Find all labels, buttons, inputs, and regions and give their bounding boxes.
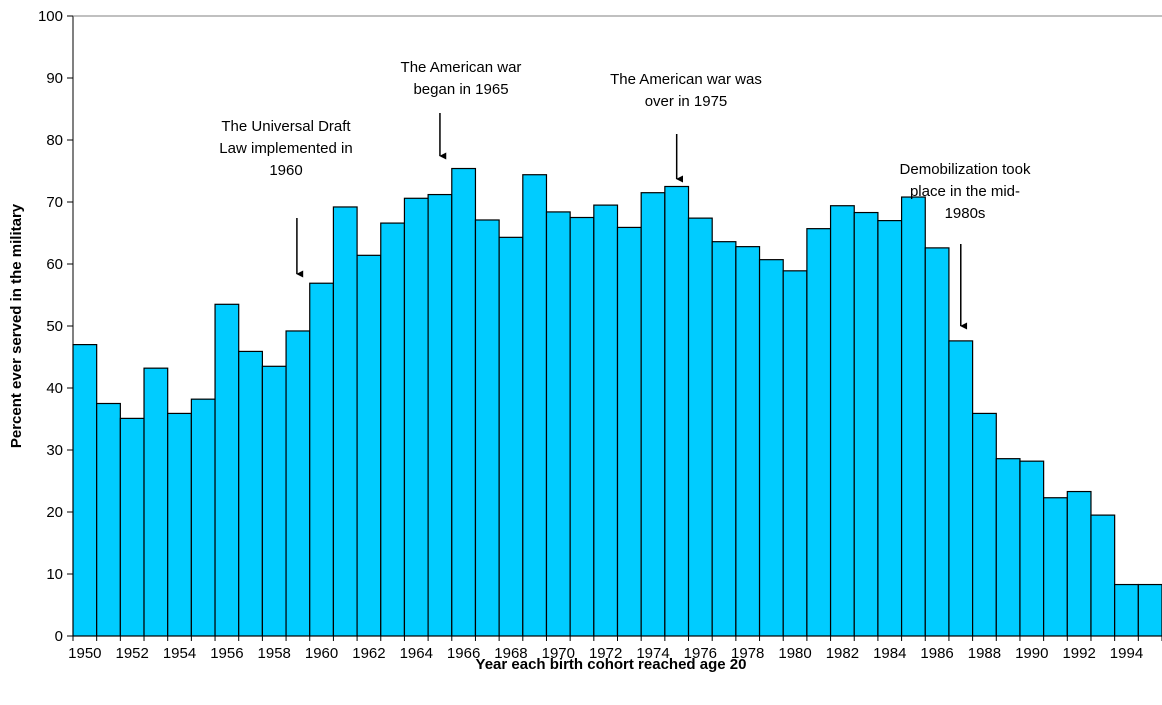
x-axis-title: Year each birth cohort reached age 20 bbox=[476, 656, 747, 673]
y-tick-label: 10 bbox=[46, 566, 63, 583]
bar-1983 bbox=[853, 211, 879, 637]
bar-1974 bbox=[640, 192, 666, 637]
bar-1989 bbox=[995, 458, 1021, 637]
annotation-4: Demobilization took place in the mid-1980… bbox=[900, 161, 1031, 330]
x-tick-label: 1966 bbox=[447, 645, 480, 662]
bar-1969 bbox=[522, 174, 548, 637]
y-tick-labels: 0 10 20 30 40 50 60 70 80 90 100 bbox=[38, 8, 63, 645]
annotation-2: The American war began in 1965 bbox=[401, 59, 522, 160]
y-tick-label: 60 bbox=[46, 256, 63, 273]
bar-1988 bbox=[972, 412, 997, 637]
bar-1985 bbox=[900, 196, 926, 637]
bar-1952 bbox=[119, 417, 145, 637]
bar-1962 bbox=[356, 254, 382, 637]
y-tick-label: 80 bbox=[46, 132, 63, 149]
x-tick-label: 1982 bbox=[826, 645, 859, 662]
bar-1954 bbox=[167, 412, 192, 637]
x-tick-label: 1970 bbox=[542, 645, 575, 662]
y-tick-label: 20 bbox=[46, 504, 63, 521]
annotation-text: The American war began in 1965 bbox=[401, 59, 522, 98]
x-tick-label: 1980 bbox=[778, 645, 811, 662]
bar-1982 bbox=[829, 205, 855, 637]
x-tick-label: 1964 bbox=[400, 645, 433, 662]
bar-1990 bbox=[1019, 460, 1045, 637]
bar-1957 bbox=[238, 350, 263, 637]
bar-1950 bbox=[72, 344, 98, 637]
bar-1971 bbox=[569, 216, 595, 637]
x-tick-label: 1988 bbox=[968, 645, 1001, 662]
bar-1970 bbox=[545, 211, 571, 637]
bars bbox=[72, 167, 1162, 637]
bar-1981 bbox=[806, 228, 832, 637]
bar-1977 bbox=[711, 241, 737, 637]
x-tick-label: 1974 bbox=[636, 645, 669, 662]
bar-1967 bbox=[474, 219, 500, 637]
x-tick-label: 1956 bbox=[210, 645, 243, 662]
bar-1978 bbox=[735, 246, 761, 637]
bar-1956 bbox=[214, 303, 240, 637]
x-tick-label: 1986 bbox=[920, 645, 953, 662]
x-tick-label: 1968 bbox=[494, 645, 527, 662]
bar-1976 bbox=[687, 217, 713, 637]
annotation-text: Demobilization took place in the mid-1980… bbox=[900, 161, 1031, 222]
x-tick-label: 1976 bbox=[684, 645, 717, 662]
x-tick-label: 1990 bbox=[1015, 645, 1048, 662]
bar-1975 bbox=[664, 185, 690, 637]
y-tick-label: 100 bbox=[38, 8, 63, 25]
bar-1991 bbox=[1043, 497, 1068, 637]
x-tick-labels: 1950 1952 1954 1956 1958 1960 1962 1964 1966 1968… bbox=[68, 645, 1143, 662]
bar-1958 bbox=[261, 365, 287, 637]
bar-1986 bbox=[924, 247, 950, 637]
x-tick-label: 1958 bbox=[258, 645, 291, 662]
y-tick-label: 30 bbox=[46, 442, 63, 459]
bar-1965 bbox=[427, 193, 453, 637]
x-tick-label: 1962 bbox=[352, 645, 385, 662]
bar-1992 bbox=[1066, 490, 1092, 637]
x-tick-label: 1954 bbox=[163, 645, 196, 662]
bar-1963 bbox=[380, 222, 406, 637]
bar-1972 bbox=[593, 204, 619, 637]
bar-1953 bbox=[143, 367, 169, 637]
bar-1951 bbox=[96, 402, 121, 637]
axes bbox=[67, 15, 1162, 641]
y-tick-label: 50 bbox=[46, 318, 63, 335]
bar-1993 bbox=[1090, 514, 1116, 637]
y-tick-label: 40 bbox=[46, 380, 63, 397]
x-tick-label: 1978 bbox=[731, 645, 764, 662]
annotation-3: The American war was over in 1975 bbox=[610, 71, 762, 183]
bar-1995 bbox=[1137, 583, 1162, 637]
bar-1979 bbox=[758, 259, 784, 637]
y-tick-label: 90 bbox=[46, 70, 63, 87]
x-tick-label: 1984 bbox=[873, 645, 906, 662]
bar-1966 bbox=[451, 167, 477, 637]
x-tick-label: 1960 bbox=[305, 645, 338, 662]
bar-1973 bbox=[616, 226, 642, 637]
bar-1964 bbox=[403, 197, 429, 637]
annotation-1: The Universal Draft Law implemented in 196… bbox=[219, 118, 353, 278]
y-tick-label: 70 bbox=[46, 194, 63, 211]
bar-1987 bbox=[948, 340, 974, 637]
x-tick-label: 1992 bbox=[1062, 645, 1095, 662]
bar-1980 bbox=[782, 270, 808, 637]
bar-1968 bbox=[498, 236, 524, 637]
bar-1961 bbox=[332, 206, 358, 637]
bar-1994 bbox=[1114, 583, 1139, 637]
x-tick-label: 1950 bbox=[68, 645, 101, 662]
y-tick-label: 0 bbox=[55, 628, 63, 645]
x-tick-label: 1972 bbox=[589, 645, 622, 662]
x-tick-label: 1994 bbox=[1110, 645, 1143, 662]
annotation-text: The Universal Draft Law implemented in 196… bbox=[219, 118, 352, 179]
y-axis-title: Percent ever served in the military bbox=[8, 203, 25, 448]
bar-1984 bbox=[877, 220, 903, 637]
x-tick-label: 1952 bbox=[115, 645, 148, 662]
bar-1955 bbox=[190, 398, 216, 637]
annotations: The Universal Draft Law implemented in 196… bbox=[219, 59, 1031, 330]
annotation-text: The American war was over in 1975 bbox=[610, 71, 762, 110]
bar-1959 bbox=[285, 330, 311, 637]
bar-1960 bbox=[309, 282, 335, 637]
